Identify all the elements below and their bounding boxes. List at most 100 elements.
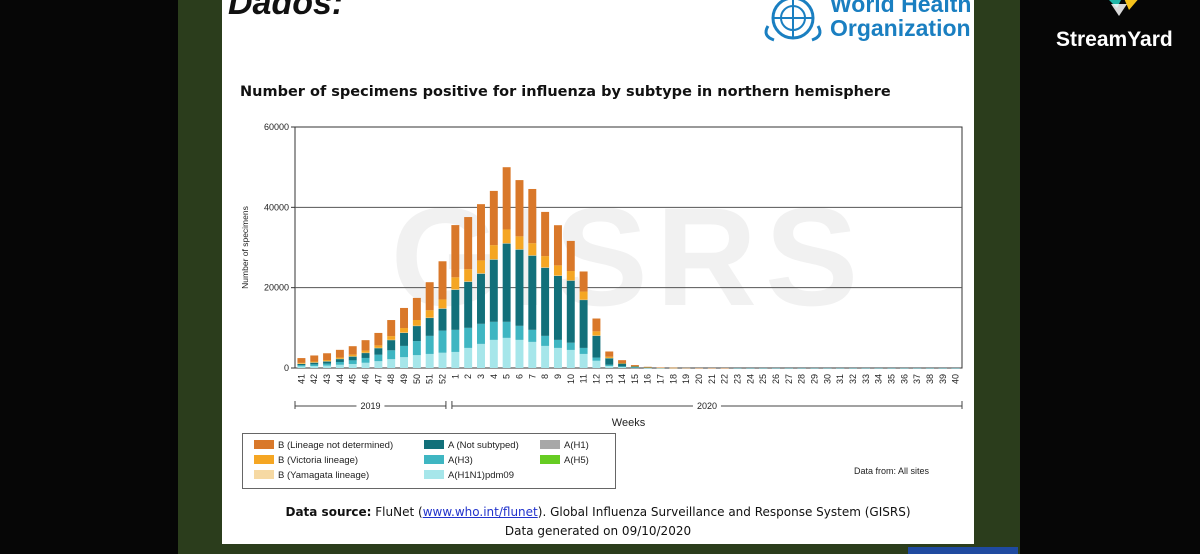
who-emblem-icon [764, 0, 822, 42]
bar-segment [323, 361, 332, 362]
bar-segment [323, 363, 332, 366]
bar-segment [412, 320, 421, 326]
bar-segment [412, 341, 421, 356]
x-tick-label: 45 [348, 374, 358, 384]
bar-segment [477, 204, 485, 261]
x-tick-label: 10 [566, 374, 576, 384]
bar-segment [374, 332, 383, 346]
bar-segment [477, 343, 485, 368]
bar-segment [400, 328, 409, 333]
x-tick-label: 22 [720, 374, 730, 384]
legend-item: B (Lineage not determined) [254, 440, 393, 451]
bar-segment [361, 362, 370, 368]
bar-segment [502, 243, 511, 244]
bar-segment [438, 308, 447, 309]
bar-segment [592, 335, 601, 358]
slide: Dados: World Health Organization Number … [222, 0, 974, 544]
legend-item: A (Not subtyped) [424, 440, 519, 451]
bar-segment [695, 367, 704, 369]
bar-segment [297, 366, 306, 368]
x-tick-label: 47 [373, 374, 383, 384]
bar-segment [605, 365, 614, 368]
bar-segment [528, 255, 537, 330]
bar-segment [489, 190, 498, 246]
x-tick-label: 11 [579, 374, 589, 383]
flunet-link[interactable]: www.who.int/flunet [422, 505, 538, 519]
bar-segment [900, 367, 909, 369]
x-tick-label: 31 [835, 374, 845, 384]
bar-segment [643, 367, 652, 369]
x-tick-label: 23 [733, 374, 743, 384]
bar-segment [361, 340, 370, 351]
x-tick-label: 36 [899, 374, 909, 384]
bar-segment [425, 335, 434, 354]
slide-heading: Dados: [228, 0, 344, 22]
bar-segment [335, 364, 344, 368]
bar-segment [400, 332, 409, 346]
x-tick-label: 33 [861, 374, 871, 384]
x-tick-label: 52 [438, 374, 448, 384]
x-axis-label: Weeks [612, 417, 646, 429]
y-axis-label: Number of specimens [240, 206, 250, 289]
bar-segment [528, 255, 537, 256]
bar-segment [630, 365, 639, 367]
legend-item: B (Victoria lineage) [254, 455, 358, 466]
bar-segment [579, 353, 588, 368]
x-tick-label: 20 [694, 374, 704, 384]
bar-segment [361, 352, 370, 358]
bar-segment [553, 275, 562, 276]
bar-segment [464, 269, 473, 282]
bar-segment [297, 363, 306, 366]
bar-segment [361, 352, 370, 354]
bar-segment [335, 361, 344, 365]
x-tick-label: 1 [450, 374, 460, 379]
bar-segment [541, 211, 550, 257]
bar-segment [618, 362, 627, 364]
bar-segment [335, 349, 344, 358]
bar-segment [387, 339, 396, 351]
bar-segment [913, 367, 922, 369]
bar-segment [566, 271, 575, 281]
x-tick-label: 32 [848, 374, 858, 384]
bar-segment [387, 336, 396, 340]
bar-segment [297, 362, 306, 364]
legend-label: B (Yamagata lineage) [278, 470, 370, 481]
bar-segment [541, 345, 550, 368]
x-tick-label: 41 [296, 374, 306, 384]
legend-label: B (Victoria lineage) [278, 455, 359, 466]
legend-label: B (Lineage not determined) [278, 440, 394, 451]
bar-segment [374, 345, 383, 348]
bar-segment [797, 367, 806, 369]
bar-segment [464, 281, 473, 282]
bar-segment [579, 271, 588, 292]
x-tick-label: 24 [745, 374, 755, 384]
bar-segment [323, 365, 332, 368]
legend-swatch [424, 440, 444, 449]
bar-segment [515, 249, 524, 326]
bar-segment [489, 321, 498, 340]
bar-segment [348, 356, 357, 361]
bar-segment [477, 273, 485, 324]
legend-label: A(H1) [564, 440, 589, 451]
chart-title: Number of specimens positive for influen… [240, 84, 891, 100]
bar-segment [400, 332, 409, 333]
bar-segment [425, 317, 434, 336]
x-tick-label: 43 [322, 374, 332, 384]
bar-segment [566, 280, 575, 343]
x-tick-label: 12 [591, 374, 601, 384]
y-tick-label: 0 [284, 363, 289, 373]
bar-segment [477, 323, 485, 344]
bar-segment [502, 229, 511, 244]
bar-segment [553, 265, 562, 276]
bar-segment [348, 346, 357, 355]
bar-segment [938, 367, 947, 369]
bar-segment [643, 367, 652, 368]
bar-segment [348, 354, 357, 357]
x-tick-label: 35 [886, 374, 896, 384]
stacked-bar-chart: GISRS 0 20000 40000 60000 Number of specimens… [240, 122, 963, 429]
x-tick-label: 19 [681, 374, 691, 384]
bar-segment [477, 273, 485, 274]
bar-segment [400, 357, 409, 368]
x-tick-label: 5 [502, 374, 512, 379]
x-tick-label: 17 [656, 374, 666, 384]
